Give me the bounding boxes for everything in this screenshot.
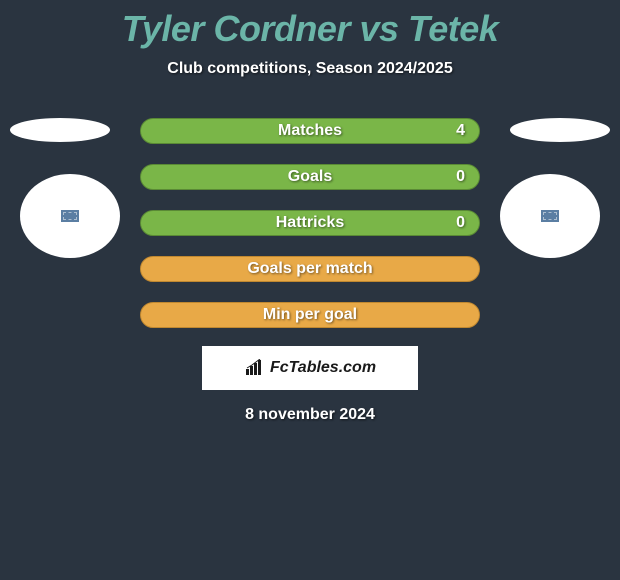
brand-box: FcTables.com [202, 346, 418, 390]
stat-value: 0 [456, 214, 465, 232]
page-title: Tyler Cordner vs Tetek [0, 0, 620, 50]
stat-row-matches: Matches 4 [140, 118, 480, 144]
stat-row-hattricks: Hattricks 0 [140, 210, 480, 236]
content-area: Matches 4 Goals 0 Hattricks 0 Goals per … [0, 118, 620, 424]
vs-text: vs [359, 8, 398, 49]
stat-label: Min per goal [263, 306, 357, 324]
player2-name: Tetek [408, 8, 498, 49]
right-player-badge [500, 174, 600, 258]
subtitle: Club competitions, Season 2024/2025 [0, 60, 620, 78]
stat-row-goals: Goals 0 [140, 164, 480, 190]
brand-text: FcTables.com [270, 359, 376, 377]
stats-list: Matches 4 Goals 0 Hattricks 0 Goals per … [140, 118, 480, 328]
stat-label: Hattricks [276, 214, 344, 232]
stat-label: Matches [278, 122, 342, 140]
left-ellipse [10, 118, 110, 142]
stat-value: 4 [456, 122, 465, 140]
left-player-badge [20, 174, 120, 258]
stat-value: 0 [456, 168, 465, 186]
stat-label: Goals per match [247, 260, 372, 278]
right-ellipse [510, 118, 610, 142]
date-text: 8 november 2024 [0, 406, 620, 424]
stat-row-goals-per-match: Goals per match [140, 256, 480, 282]
brand-chart-icon [244, 359, 266, 377]
player1-name: Tyler Cordner [122, 8, 350, 49]
stat-row-min-per-goal: Min per goal [140, 302, 480, 328]
right-flag-icon [540, 209, 560, 223]
left-flag-icon [60, 209, 80, 223]
stat-label: Goals [288, 168, 332, 186]
